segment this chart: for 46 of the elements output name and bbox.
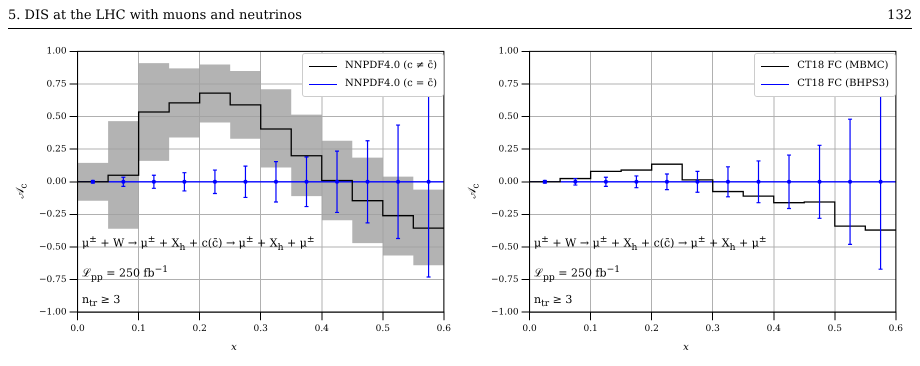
y-tick-label: 0.50 [46, 112, 67, 122]
y-tick-label: 0.50 [498, 112, 519, 122]
y-tick-label: 0.00 [498, 177, 519, 188]
y-tick-label: 1.00 [46, 46, 67, 57]
y-tick-label: −0.50 [38, 242, 67, 252]
legend-label: CT18 FC (BHPS3) [797, 77, 889, 91]
x-tick-label: 0.3 [254, 324, 268, 334]
y-tick-label: 0.25 [46, 144, 67, 155]
y-tick-label: −0.25 [38, 210, 67, 220]
y-tick-label: 1.00 [498, 46, 519, 57]
x-tick-label: 0.4 [766, 324, 782, 334]
annotation: n$_{tr}$ ≥ 3 [534, 292, 574, 311]
x-tick-label: 0.1 [583, 324, 598, 334]
y-tick-label: −1.00 [490, 308, 519, 318]
x-tick-label: 0.2 [192, 324, 207, 334]
y-tick-label: −0.50 [490, 242, 519, 252]
x-tick-label: 0.3 [706, 324, 720, 334]
x-tick-label: 0.0 [70, 324, 86, 334]
x-tick-label: 0.6 [888, 324, 904, 334]
chart-title: 5. DIS at the LHC with muons and neutrinos [8, 8, 302, 25]
y-tick-label: −0.75 [490, 274, 519, 285]
y-tick-label: −0.75 [38, 274, 67, 285]
legend-label: NNPDF4.0 (c = c̄) [344, 77, 437, 91]
x-tick-label: 0.2 [644, 324, 659, 334]
legend-label: NNPDF4.0 (c ≠ c̄) [344, 59, 437, 73]
x-tick-label: 0.6 [436, 324, 452, 334]
x-tick-label: 0.0 [522, 324, 538, 334]
x-tick-label: 0.5 [376, 324, 390, 334]
legend-label: CT18 FC (MBMC) [797, 59, 888, 73]
text: μ$^{±}$ + W → μ$^{±}$ + X$_{h}$ + c(c̄) → μ$^{±}$ + X$_{h}$ + μ$^{±}$ [534, 234, 767, 253]
x-axis-title: x [682, 342, 690, 353]
y-tick-label: −0.25 [490, 210, 519, 220]
chart-subtitle: 132 [887, 8, 912, 25]
x-tick-label: 0.5 [828, 324, 842, 334]
y-tick-label: 0.25 [498, 144, 519, 155]
x-tick-label: 0.4 [314, 324, 330, 334]
y-tick-label: 0.75 [498, 79, 519, 90]
y-tick-label: −1.00 [38, 308, 67, 318]
text: μ$^{±}$ + W → μ$^{±}$ + X$_{h}$ + c(c̄) → μ$^{±}$ + X$_{h}$ + μ$^{±}$ [82, 234, 315, 253]
y-tick-label: 0.00 [46, 177, 67, 188]
annotation: ℒ$_{pp}$ = 250 fb$^{−1}$ [82, 262, 170, 285]
x-axis-title: x [230, 342, 238, 353]
annotation: n$_{tr}$ ≥ 3 [82, 292, 122, 311]
y-tick-label: 0.75 [46, 79, 67, 90]
x-tick-label: 0.1 [131, 324, 146, 334]
annotation: ℒ$_{pp}$ = 250 fb$^{−1}$ [534, 262, 622, 285]
